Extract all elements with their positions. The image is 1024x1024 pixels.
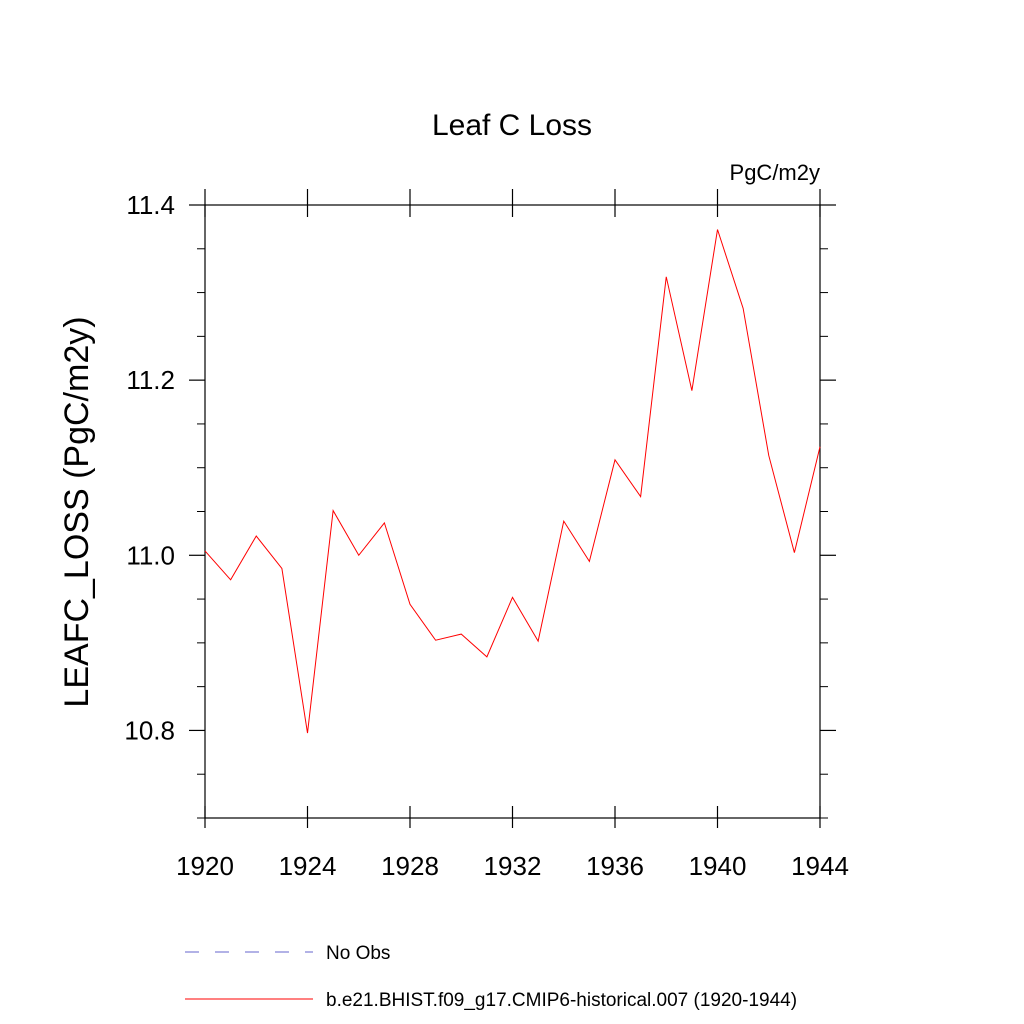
units-label: PgC/m2y [730,160,820,185]
legend-label-1: b.e21.BHIST.f09_g17.CMIP6-historical.007… [326,990,797,1011]
chart-title: Leaf C Loss [432,109,592,142]
x-tick-label-6: 1944 [791,851,849,881]
y-tick-label-0: 10.8 [124,715,175,745]
plot-frame [204,204,821,819]
x-tick-label-4: 1936 [586,851,644,881]
x-tick-label-5: 1940 [689,851,747,881]
y-tick-label-2: 11.2 [126,365,175,395]
series-lines [204,229,821,734]
x-tick-label-1: 1924 [279,851,337,881]
y-tick-label-3: 11.4 [126,190,175,220]
y-tick-label-1: 11.0 [126,540,175,570]
axis-ticks [189,189,836,828]
series-line-0 [204,229,821,734]
x-tick-label-3: 1932 [484,851,542,881]
legend: No Obs b.e21.BHIST.f09_g17.CMIP6-historic… [185,943,797,1011]
y-axis-label: LEAFC_LOSS (PgC/m2y) [58,316,96,707]
legend-label-0: No Obs [326,943,390,964]
x-tick-label-0: 1920 [176,851,234,881]
x-tick-label-2: 1928 [381,851,439,881]
axis-tick-labels: 1920 1924 1928 1932 1936 1940 1944 10.8 11.0 11.2… [124,190,849,881]
